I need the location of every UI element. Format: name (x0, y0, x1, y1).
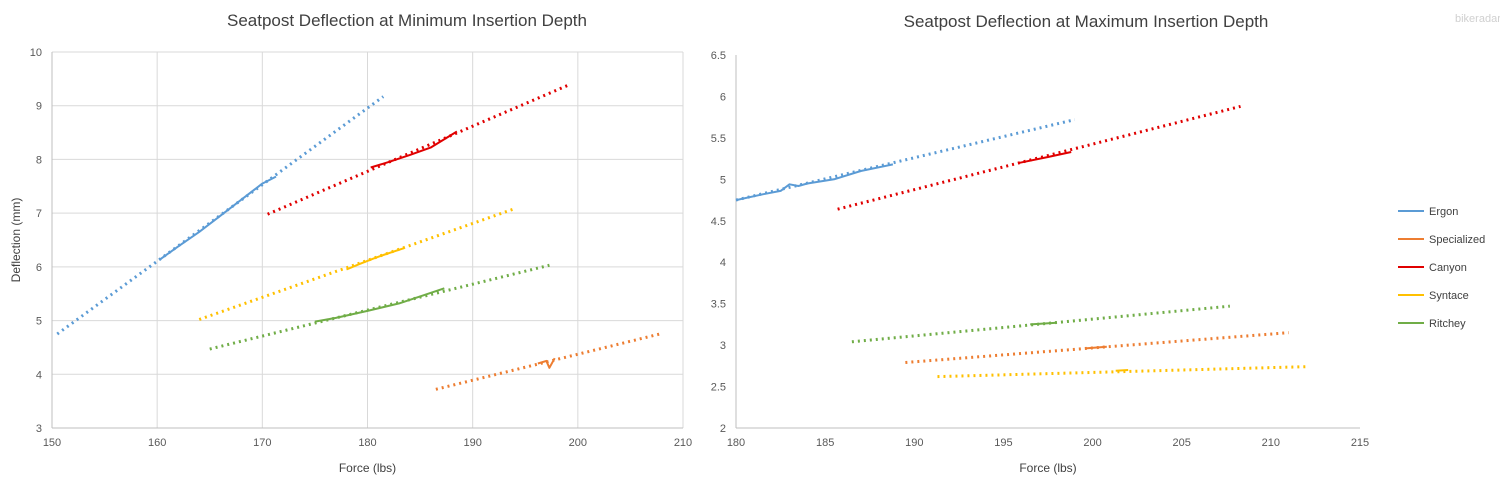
legend-label-specialized: Specialized (1429, 234, 1485, 246)
series-line-syntace (346, 247, 405, 271)
trendline-syntace (937, 365, 1307, 379)
series-line-canyon (1019, 151, 1072, 164)
x-axis-title: Force (lbs) (339, 461, 396, 475)
x-tick-label: 190 (463, 437, 481, 449)
x-tick-label: 180 (727, 437, 745, 449)
y-tick-label: 5 (36, 316, 42, 328)
x-tick-label: 185 (816, 437, 834, 449)
y-tick-label: 6 (36, 262, 42, 274)
legend-label-ritchey: Ritchey (1429, 318, 1466, 330)
x-tick-label: 200 (1083, 437, 1101, 449)
x-tick-label: 160 (148, 437, 166, 449)
x-tick-label: 170 (253, 437, 271, 449)
series-line-canyon (370, 130, 458, 169)
trendline-ergon (56, 95, 385, 336)
series-line-specialized (537, 357, 556, 369)
y-tick-label: 8 (36, 154, 42, 166)
legend-label-ergon: Ergon (1429, 206, 1458, 218)
x-tick-label: 205 (1173, 437, 1191, 449)
y-tick-label: 2 (720, 423, 726, 435)
y-tick-label: 6.5 (711, 50, 726, 62)
y-tick-label: 2.5 (711, 382, 726, 394)
x-tick-label: 190 (905, 437, 923, 449)
x-tick-label: 195 (994, 437, 1012, 449)
chart-title: Seatpost Deflection at Minimum Insertion… (227, 11, 587, 30)
watermark: bikeradar (1455, 13, 1500, 25)
y-tick-label: 10 (30, 47, 42, 59)
x-axis-title: Force (lbs) (1019, 461, 1076, 475)
series-line-ritchey (314, 287, 445, 323)
y-tick-label: 6 (720, 91, 726, 103)
series-line-specialized (1085, 345, 1107, 350)
x-tick-label: 210 (1262, 437, 1280, 449)
x-tick-label: 200 (569, 437, 587, 449)
legend-label-syntace: Syntace (1429, 290, 1469, 302)
y-tick-label: 4.5 (711, 216, 726, 228)
y-tick-label: 3 (720, 340, 726, 352)
x-tick-label: 215 (1351, 437, 1369, 449)
y-tick-label: 9 (36, 101, 42, 113)
trendline-ergon (735, 118, 1076, 202)
y-axis-title: Deflection (mm) (9, 198, 23, 283)
series-line-syntace (1115, 369, 1129, 372)
series-line-ergon (158, 175, 277, 261)
y-tick-label: 4 (36, 369, 42, 381)
trendline-specialized (435, 332, 663, 391)
y-tick-label: 3 (36, 423, 42, 435)
trendline-canyon (837, 104, 1241, 211)
y-tick-label: 5 (720, 174, 726, 186)
y-tick-label: 4 (720, 257, 726, 269)
y-tick-label: 3.5 (711, 299, 726, 311)
x-tick-label: 210 (674, 437, 692, 449)
trendline-canyon (267, 82, 572, 216)
legend-label-canyon: Canyon (1429, 262, 1467, 274)
x-tick-label: 150 (43, 437, 61, 449)
series-line-ritchey (1030, 321, 1057, 326)
series-line-ergon (735, 163, 894, 202)
chart-title: Seatpost Deflection at Maximum Insertion… (904, 12, 1269, 31)
trendline-syntace (198, 207, 514, 321)
y-tick-label: 5.5 (711, 133, 726, 145)
x-tick-label: 180 (358, 437, 376, 449)
y-tick-label: 7 (36, 208, 42, 220)
